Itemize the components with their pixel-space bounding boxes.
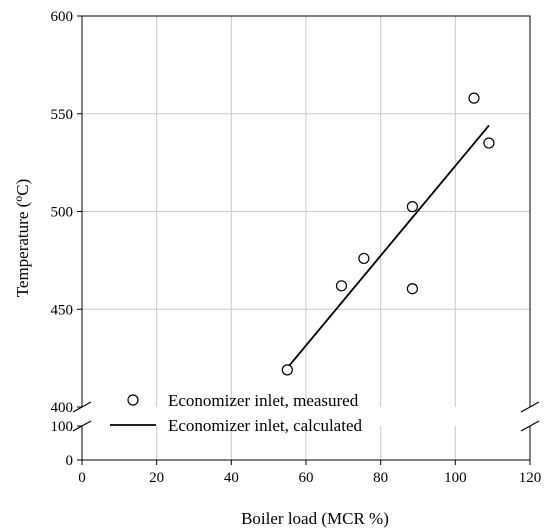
series-layer xyxy=(281,92,495,376)
axis-break-mark xyxy=(72,401,92,413)
measured-point xyxy=(468,92,480,104)
x-tick-label: 60 xyxy=(299,470,314,486)
legend-marker-measured xyxy=(127,394,139,406)
y-axis-title-sup: o xyxy=(11,196,25,202)
legend-label-calculated: Economizer inlet, calculated xyxy=(168,416,362,435)
y-tick-label: 450 xyxy=(51,302,74,318)
y-tick-label: 550 xyxy=(51,107,74,123)
x-tick-label: 40 xyxy=(224,470,239,486)
legend: Economizer inlet, measured Economizer in… xyxy=(110,391,362,435)
plot-frame xyxy=(72,15,540,465)
x-tick-label: 100 xyxy=(444,470,467,486)
axis-break-mark xyxy=(520,420,540,432)
measured-point xyxy=(483,137,495,149)
frame-upper xyxy=(82,15,531,407)
x-tick-label: 20 xyxy=(149,470,164,486)
grid-lines xyxy=(82,16,530,460)
y-tick-label: 400 xyxy=(51,400,74,416)
frame-lower xyxy=(81,426,531,461)
y-tick-label: 600 xyxy=(51,9,74,25)
x-tick-label: 80 xyxy=(373,470,388,486)
measured-point xyxy=(281,364,293,376)
x-tick-label: 0 xyxy=(78,470,86,486)
y-tick-labels: 400 450 500 550 600 0 100 xyxy=(51,9,74,469)
x-axis-title: Boiler load (MCR %) xyxy=(241,509,389,528)
axis-break-mark xyxy=(520,401,540,413)
y-axis-title: Temperature (oC) xyxy=(11,179,32,298)
y-tick-label: 100 xyxy=(51,419,74,435)
measured-point xyxy=(358,252,370,265)
measured-point xyxy=(335,280,348,292)
y-axis-title-tail: C) xyxy=(13,179,32,196)
y-tick-label: 0 xyxy=(66,453,74,469)
x-tick-label: 120 xyxy=(519,470,542,486)
measured-point xyxy=(406,283,418,295)
y-tick-label: 500 xyxy=(51,205,74,221)
measured-point xyxy=(406,201,418,213)
axis-break-mark xyxy=(72,420,92,432)
calculated-line xyxy=(286,124,490,369)
legend-label-measured: Economizer inlet, measured xyxy=(168,391,359,410)
x-tick-labels: 0 20 40 60 80 100 120 xyxy=(78,470,541,486)
y-axis-title-main: Temperature ( xyxy=(13,201,32,297)
